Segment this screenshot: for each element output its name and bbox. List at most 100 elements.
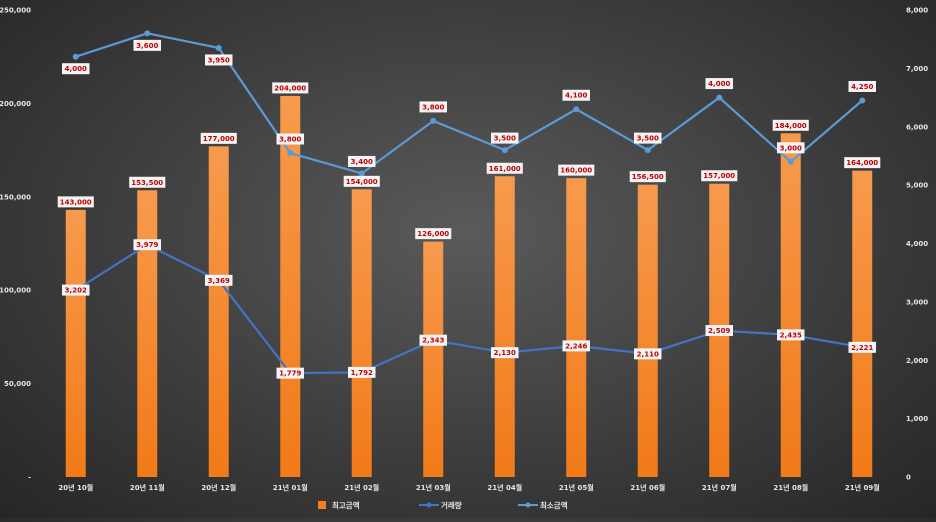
bar bbox=[780, 133, 801, 477]
bar-series bbox=[65, 95, 873, 477]
volume-value-label: 2,110 bbox=[637, 350, 659, 358]
volume-value-label: 2,435 bbox=[780, 331, 802, 339]
min-price-point bbox=[787, 158, 794, 165]
min-price-point bbox=[859, 97, 866, 104]
volume-line bbox=[75, 243, 863, 375]
right-tick-label: 2,000 bbox=[906, 357, 928, 365]
min-price-point bbox=[72, 53, 79, 60]
bar-value-label-box bbox=[415, 228, 452, 240]
bar bbox=[852, 170, 873, 477]
bar bbox=[65, 209, 86, 477]
x-tick-label: 20년 11월 bbox=[130, 483, 165, 492]
volume-value-label-box bbox=[777, 329, 805, 341]
left-tick-label: 250,000 bbox=[0, 7, 31, 15]
volume-value-label-box bbox=[705, 325, 733, 337]
min-price-point bbox=[144, 30, 151, 37]
bar-value-label: 157,000 bbox=[703, 172, 735, 180]
min-price-line bbox=[75, 32, 863, 175]
right-tick-label: 7,000 bbox=[906, 65, 928, 73]
bar bbox=[351, 189, 372, 477]
right-tick-label: 4,000 bbox=[906, 240, 928, 248]
min-price-value-label-box bbox=[62, 63, 90, 75]
legend-marker bbox=[426, 502, 432, 508]
volume-value-label-box bbox=[348, 366, 376, 378]
legend-label: 최소금액 bbox=[540, 500, 568, 510]
min-price-value-label: 3,800 bbox=[422, 103, 444, 111]
min-price-value-label-box bbox=[491, 132, 519, 144]
left-tick-label: - bbox=[28, 474, 31, 482]
bar-value-label: 154,000 bbox=[346, 178, 378, 186]
data-labels: 143,000 153,500 177,000 204,000 154,000 126,0… bbox=[57, 39, 881, 379]
right-tick-label: 5,000 bbox=[906, 182, 928, 190]
legend-label: 최고금액 bbox=[332, 500, 360, 510]
bar-value-label: 143,000 bbox=[60, 198, 92, 206]
min-price-value-label: 3,500 bbox=[637, 135, 659, 143]
bar bbox=[280, 95, 301, 477]
min-price-value-label-box bbox=[419, 101, 447, 113]
legend-label: 거래량 bbox=[441, 500, 462, 510]
bar-value-label: 126,000 bbox=[417, 230, 449, 238]
min-price-point bbox=[287, 150, 294, 157]
bar-value-label-box bbox=[272, 82, 309, 94]
min-price-point bbox=[716, 94, 723, 101]
bar-value-label-box bbox=[558, 164, 595, 176]
min-price-value-label: 3,800 bbox=[279, 136, 301, 144]
volume-value-label-box bbox=[562, 340, 590, 352]
legend-bar-swatch bbox=[318, 501, 326, 509]
min-price-value-label: 3,500 bbox=[494, 135, 516, 143]
min-price-value-label: 3,000 bbox=[780, 144, 802, 152]
left-axis: - 50,000 100,000 150,000 200,000 250,000 bbox=[0, 7, 31, 482]
volume-value-label: 2,343 bbox=[422, 337, 444, 345]
min-price-value-label: 4,100 bbox=[565, 92, 587, 100]
volume-value-label-box bbox=[634, 348, 662, 360]
min-price-value-label-box bbox=[348, 155, 376, 167]
bar-value-label-box bbox=[844, 157, 881, 169]
bar bbox=[208, 146, 229, 477]
volume-value-label: 2,509 bbox=[708, 327, 730, 335]
min-price-point bbox=[501, 147, 508, 154]
volume-value-label-box bbox=[491, 347, 519, 359]
bar-value-label-box bbox=[701, 170, 738, 182]
bar-value-label: 161,000 bbox=[489, 165, 521, 173]
x-tick-label: 21년 05월 bbox=[559, 483, 594, 492]
x-tick-label: 21년 02월 bbox=[344, 483, 379, 492]
volume-value-label: 3,979 bbox=[136, 241, 158, 249]
left-tick-label: 50,000 bbox=[4, 380, 31, 388]
min-price-value-label-box bbox=[777, 142, 805, 154]
volume-value-label-box bbox=[133, 239, 161, 251]
left-tick-label: 200,000 bbox=[0, 100, 31, 108]
min-price-value-label-box bbox=[634, 132, 662, 144]
x-tick-label: 21년 07월 bbox=[702, 483, 737, 492]
bar-value-label: 156,500 bbox=[632, 173, 664, 181]
left-tick-label: 150,000 bbox=[0, 193, 31, 201]
volume-value-label: 3,369 bbox=[208, 277, 230, 285]
bar-value-label-box bbox=[629, 171, 666, 183]
bar-value-label-box bbox=[57, 196, 94, 208]
x-tick-label: 21년 04월 bbox=[487, 483, 522, 492]
volume-value-label: 2,130 bbox=[494, 349, 516, 357]
bar-value-label: 177,000 bbox=[203, 135, 235, 143]
line-series bbox=[72, 30, 866, 377]
bar-value-label: 164,000 bbox=[846, 159, 878, 167]
right-axis: 0 1,000 2,000 3,000 4,000 5,000 6,000 7,000 8,00… bbox=[906, 7, 928, 482]
volume-value-label: 2,221 bbox=[851, 344, 873, 352]
bar-value-label: 160,000 bbox=[560, 167, 592, 175]
right-tick-label: 6,000 bbox=[906, 123, 928, 131]
bar bbox=[423, 241, 444, 477]
min-price-value-label-box bbox=[562, 89, 590, 101]
volume-value-label-box bbox=[205, 274, 233, 286]
legend: 최고금액 거래량 최소금액 bbox=[318, 500, 568, 510]
bar bbox=[637, 184, 658, 477]
bar bbox=[137, 190, 158, 477]
x-axis: 20년 10월 20년 11월 20년 12월 21년 01월 21년 02월 21년 0… bbox=[58, 483, 879, 492]
min-price-value-label: 4,000 bbox=[65, 65, 87, 73]
x-tick-label: 21년 03월 bbox=[416, 483, 451, 492]
min-price-point bbox=[215, 44, 222, 51]
left-tick-label: 100,000 bbox=[0, 287, 31, 295]
bar-value-label-box bbox=[343, 175, 380, 187]
bar-value-label-box bbox=[129, 176, 166, 188]
volume-value-label-box bbox=[62, 284, 90, 296]
right-tick-label: 1,000 bbox=[906, 415, 928, 423]
